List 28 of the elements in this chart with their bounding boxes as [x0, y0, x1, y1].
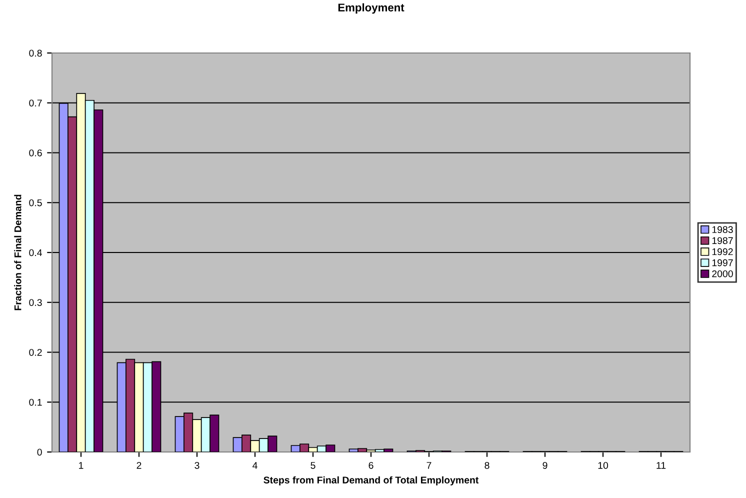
y-tick-label: 0.4: [29, 249, 42, 256]
y-tick-label: 0.6: [29, 149, 42, 156]
chart-title: Employment: [338, 3, 404, 14]
x-tick-label: 10: [598, 462, 608, 469]
x-tick-label: 7: [426, 462, 432, 469]
x-tick-label: 1: [79, 462, 84, 469]
x-tick-label: 4: [252, 462, 258, 469]
x-tick-label: 9: [542, 462, 548, 469]
y-tick-label: 0.5: [29, 199, 42, 206]
legend-label: 1983: [712, 226, 733, 234]
y-tick-label: 0.7: [29, 100, 42, 106]
x-tick-label: 3: [194, 462, 200, 469]
legend-label: 1992: [712, 248, 733, 256]
y-tick-label: 0.3: [29, 299, 42, 306]
legend-label: 2000: [712, 270, 733, 278]
x-axis-title: Steps from Final Demand of Total Employment: [264, 476, 479, 486]
x-tick-label: 11: [656, 462, 666, 469]
legend-label: 1997: [712, 259, 733, 266]
y-tick-label: 0.1: [29, 398, 42, 406]
y-axis-title: Fraction of Final Demand: [14, 194, 22, 310]
x-tick-label: 8: [484, 462, 490, 469]
legend-label: 1987: [712, 237, 733, 244]
y-tick-label: 0.2: [29, 348, 42, 356]
y-tick-label: 0: [37, 448, 42, 456]
y-tick-label: 0.8: [29, 50, 42, 57]
x-tick-label: 2: [136, 462, 142, 469]
x-tick-label: 5: [310, 462, 316, 469]
x-tick-label: 6: [368, 462, 374, 469]
